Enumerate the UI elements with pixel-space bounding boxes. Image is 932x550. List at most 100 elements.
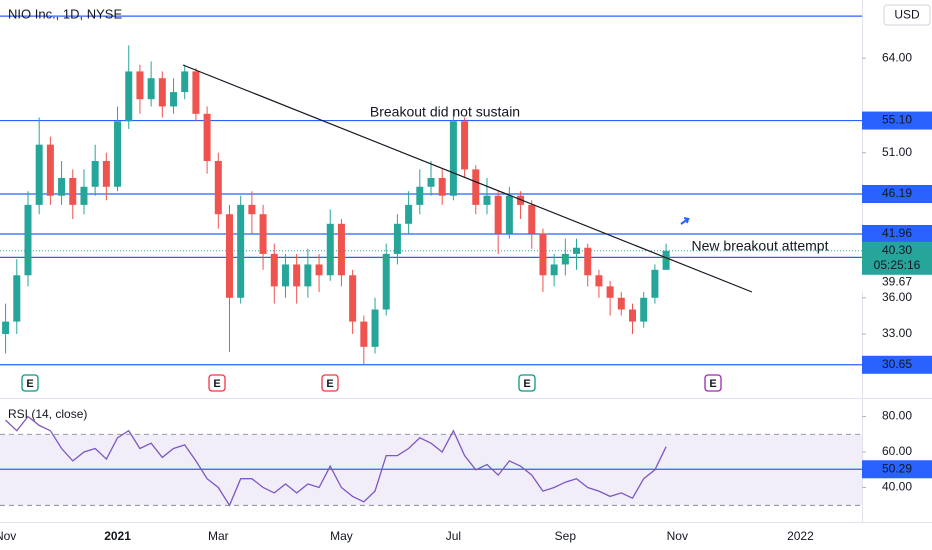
candle-body	[449, 121, 457, 196]
rsi-title: RSI (14, close)	[8, 407, 87, 421]
candle-body	[170, 92, 178, 107]
price-label: 55.10	[882, 113, 912, 127]
candle-body	[80, 186, 88, 205]
candle-body	[270, 253, 278, 287]
candle-body	[315, 264, 323, 276]
last-price-label: 40.30	[882, 243, 912, 257]
candle-body	[2, 321, 10, 335]
candle-body	[248, 204, 256, 215]
candle-body	[58, 177, 66, 196]
candle-body	[539, 233, 547, 276]
candle-body	[46, 144, 54, 196]
y-tick-label: 33.00	[882, 326, 912, 340]
candle-body	[662, 250, 670, 270]
candle-body	[371, 309, 379, 347]
candle-body	[461, 121, 469, 170]
rsi-value-box	[862, 460, 932, 479]
candle-body	[91, 160, 99, 187]
y-tick-label: 51.00	[882, 145, 912, 159]
price-label: 39.67	[882, 275, 912, 289]
candle-body	[192, 71, 200, 114]
candle-body	[114, 121, 122, 187]
annotation: New breakout attempt	[692, 238, 829, 254]
earnings-marker	[518, 374, 536, 392]
last-price-box	[862, 241, 932, 275]
rsi-line	[5, 415, 667, 507]
candle-body	[304, 264, 312, 287]
currency-badge[interactable]	[883, 4, 931, 26]
candle-body	[382, 253, 390, 310]
candle-body	[393, 223, 401, 254]
candle-body	[147, 78, 155, 100]
candle-body	[125, 71, 133, 122]
x-tick-label: 2022	[787, 529, 814, 543]
candle-body	[181, 71, 189, 93]
candle-body	[427, 177, 435, 187]
countdown-label: 05:25:16	[874, 258, 921, 272]
candle-body	[293, 264, 301, 287]
y-tick-label: 64.00	[882, 50, 912, 64]
annotation: Breakout did not sustain	[370, 104, 520, 120]
price-label-box	[862, 111, 932, 130]
arrow-icon	[680, 217, 691, 225]
candle-body	[606, 286, 614, 298]
candle-body	[349, 275, 357, 322]
candle-body	[595, 275, 603, 287]
candle-body	[214, 160, 222, 215]
rsi-value-label: 50.29	[882, 461, 912, 475]
price-label: 30.65	[882, 357, 912, 371]
candle-body	[158, 78, 166, 107]
price-label-box	[862, 355, 932, 374]
earnings-label: E	[523, 378, 530, 390]
x-tick-label: Nov	[0, 529, 16, 543]
candle-body	[24, 204, 32, 276]
earnings-marker	[21, 374, 39, 392]
candle-body	[405, 204, 413, 224]
earnings-marker	[704, 374, 722, 392]
trendline	[182, 64, 753, 293]
price-label: 41.96	[882, 226, 912, 240]
x-tick-label: Sep	[555, 529, 577, 543]
candle-body	[259, 214, 267, 254]
candle-body	[483, 195, 491, 205]
earnings-label: E	[26, 378, 33, 390]
candle-body	[528, 204, 536, 234]
candle-body	[102, 160, 110, 187]
candle-body	[561, 253, 569, 265]
price-label: 46.19	[882, 186, 912, 200]
price-label-box	[862, 184, 932, 203]
candle-body	[203, 113, 211, 161]
x-tick-label: May	[330, 529, 353, 543]
candle-body	[472, 169, 480, 205]
candle-body	[573, 247, 581, 254]
candle-body	[584, 247, 592, 276]
x-tick-label: 2021	[104, 529, 131, 543]
earnings-label: E	[213, 378, 220, 390]
x-tick-label: Nov	[667, 529, 688, 543]
candle-body	[416, 186, 424, 205]
x-tick-label: Jul	[446, 529, 461, 543]
plot-layer: 33.00 36.00 51.00 64.00 Nov 2021 Mar May Jul Sep N…	[0, 15, 932, 543]
candle-body	[505, 195, 513, 234]
earnings-marker	[208, 374, 226, 392]
y-tick-label: 36.00	[882, 290, 912, 304]
candle-body	[360, 321, 368, 347]
candle-body	[337, 223, 345, 276]
y-tick-label: 60.00	[882, 444, 912, 458]
candle-body	[136, 71, 144, 100]
candle-body	[237, 204, 245, 298]
candle-body	[550, 264, 558, 276]
y-tick-label: 80.00	[882, 409, 912, 423]
candle-body	[225, 214, 233, 298]
y-tick-label: 40.00	[882, 480, 912, 494]
currency: USD	[894, 8, 920, 22]
candle-body	[326, 223, 334, 276]
candle-body	[35, 144, 43, 205]
price-label-box	[862, 273, 932, 292]
earnings-label: E	[326, 378, 333, 390]
candle-body	[494, 195, 502, 234]
candle-body	[438, 177, 446, 196]
candle-body	[281, 264, 289, 287]
